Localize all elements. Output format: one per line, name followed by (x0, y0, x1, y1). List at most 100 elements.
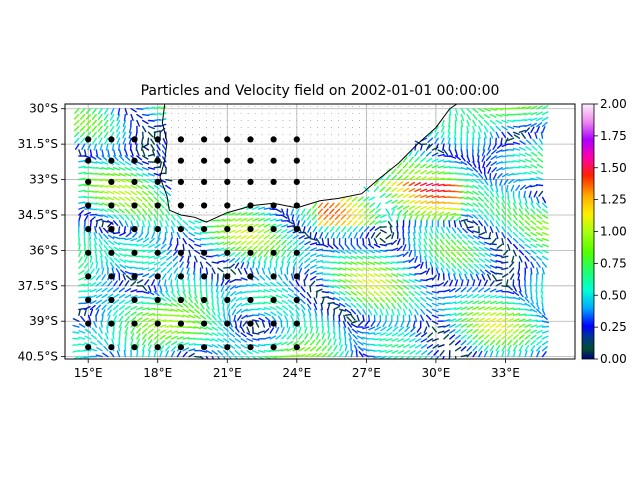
particle (108, 178, 115, 185)
velocity-arrow (489, 196, 495, 204)
velocity-arrow (408, 169, 415, 175)
velocity-arrow (362, 353, 370, 358)
velocity-arrow (199, 261, 204, 269)
land-dot (233, 205, 235, 206)
velocity-arrow (362, 255, 370, 260)
velocity-arrow (414, 263, 421, 269)
land-dot (352, 190, 353, 192)
velocity-arrow (194, 314, 201, 319)
velocity-arrow (159, 324, 167, 328)
velocity-arrow (530, 345, 536, 352)
velocity-arrow (194, 285, 197, 293)
velocity-arrow (269, 355, 277, 359)
velocity-arrow (269, 234, 276, 240)
velocity-arrow (199, 332, 208, 335)
velocity-arrow (420, 210, 427, 216)
velocity-arrow (234, 262, 240, 269)
velocity-arrow (391, 291, 398, 297)
velocity-arrow (95, 161, 103, 165)
velocity-arrow (460, 113, 465, 122)
velocity-arrow (425, 308, 433, 314)
velocity-arrow (456, 251, 463, 257)
x-axis: 15°E 18°E 21°E 24°E 27°E 30°E 33°E (74, 359, 520, 380)
particle (224, 157, 231, 164)
velocity-arrow (518, 313, 526, 316)
land-dot (192, 169, 193, 171)
velocity-arrow (269, 261, 272, 269)
velocity-arrow (369, 208, 376, 214)
velocity-arrow (136, 190, 143, 196)
land-dot (254, 176, 256, 178)
particles (85, 136, 300, 351)
velocity-arrow (391, 261, 399, 264)
particle (224, 136, 231, 143)
velocity-arrow (489, 214, 495, 221)
velocity-arrow (472, 113, 478, 121)
velocity-arrow (223, 338, 230, 343)
velocity-arrow (327, 273, 335, 276)
velocity-arrow (362, 336, 370, 340)
velocity-arrow (72, 331, 80, 334)
velocity-arrow (418, 249, 422, 257)
velocity-arrow (466, 328, 473, 334)
velocity-arrow (129, 226, 132, 234)
velocity-arrow (351, 323, 358, 328)
velocity-arrow (518, 249, 525, 256)
velocity-arrow (281, 245, 287, 252)
land-dot (247, 112, 249, 114)
velocity-arrow (118, 214, 125, 221)
velocity-arrow (89, 308, 94, 316)
velocity-arrow (227, 308, 231, 316)
velocity-arrow (223, 326, 230, 332)
velocity-arrow (441, 119, 445, 127)
velocity-arrow (176, 285, 180, 293)
velocity-arrow (501, 166, 509, 171)
velocity-arrow (112, 320, 116, 328)
velocity-arrow (117, 226, 121, 234)
velocity-arrow (449, 287, 456, 293)
velocity-arrow (91, 107, 98, 115)
velocity-arrow (443, 201, 451, 204)
velocity-arrow (443, 215, 449, 222)
velocity-arrow (223, 235, 231, 240)
velocity-arrow (478, 306, 485, 311)
velocity-arrow (341, 226, 347, 233)
land-dot (310, 105, 312, 107)
particle (201, 273, 208, 280)
land-dot (219, 183, 221, 185)
velocity-arrow (501, 190, 505, 198)
velocity-arrow (454, 184, 463, 187)
velocity-arrow (478, 161, 481, 169)
velocity-arrow (263, 355, 271, 359)
velocity-arrow (379, 243, 387, 247)
velocity-arrow (217, 224, 225, 228)
land-dot (296, 176, 298, 178)
velocity-arrow (257, 228, 265, 234)
land-dot (199, 176, 200, 178)
velocity-arrow (194, 231, 202, 235)
velocity-arrow (166, 255, 173, 261)
velocity-arrow (84, 328, 92, 334)
velocity-arrow (95, 220, 99, 228)
velocity-arrow (420, 296, 427, 302)
velocity-arrow (83, 149, 87, 157)
velocity-arrow (391, 168, 397, 175)
velocity-arrow (530, 267, 533, 275)
velocity-arrow (130, 237, 138, 242)
land-dot (205, 134, 207, 136)
velocity-arrow (412, 237, 416, 246)
velocity-arrow (281, 300, 289, 305)
velocity-arrow (429, 256, 434, 263)
velocity-arrow (385, 180, 392, 187)
particle (293, 226, 300, 233)
velocity-arrow (426, 344, 434, 349)
velocity-arrow (467, 245, 474, 252)
land-dot (296, 197, 298, 199)
velocity-arrow (478, 166, 483, 174)
land-dot (247, 155, 249, 157)
velocity-arrow (375, 208, 381, 214)
velocity-arrow (460, 190, 468, 194)
velocity-arrow (228, 344, 236, 349)
velocity-arrow (211, 332, 219, 337)
velocity-arrow (466, 286, 473, 293)
